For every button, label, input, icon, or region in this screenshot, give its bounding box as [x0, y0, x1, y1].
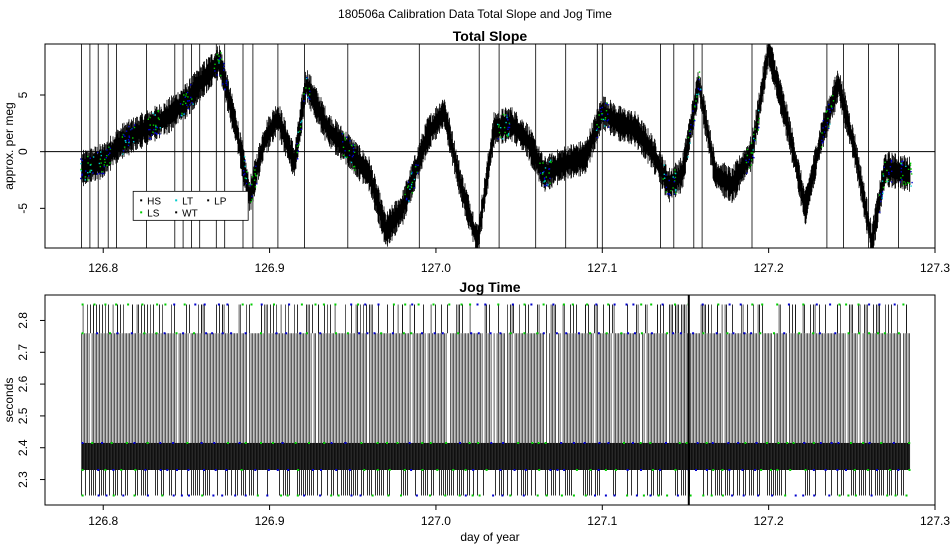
- x-tick-label: 127.1: [587, 514, 617, 528]
- y-tick-label: 2.4: [16, 439, 30, 456]
- y-tick-label: 0: [16, 148, 30, 155]
- y-tick-label: 2.7: [16, 344, 30, 361]
- y-tick-label: 2.8: [16, 312, 30, 329]
- x-tick-label: 127.1: [587, 261, 617, 275]
- x-axis-label: day of year: [460, 530, 519, 544]
- jog-low-spikes: [81, 470, 904, 496]
- figure-title: 180506a Calibration Data Total Slope and…: [338, 7, 612, 21]
- y-axis-label: approx. per meg: [2, 102, 16, 189]
- legend-box: [132, 190, 249, 221]
- jog-time-frame: [44, 294, 936, 506]
- x-tick-label: 127.2: [754, 514, 784, 528]
- x-tick-label: 126.9: [255, 514, 285, 528]
- x-tick-label: 127.0: [421, 514, 451, 528]
- legend-label: LS: [147, 208, 160, 219]
- total-slope-series: [81, 44, 911, 248]
- legend-marker: [207, 199, 210, 202]
- x-tick-label: 126.8: [88, 261, 118, 275]
- x-tick-label: 127.2: [754, 261, 784, 275]
- x-tick-label: 126.9: [255, 261, 285, 275]
- x-tick-label: 127.3: [920, 261, 950, 275]
- y-axis-label: seconds: [2, 378, 16, 423]
- legend-marker: [140, 199, 143, 202]
- y-tick-label: -5: [16, 203, 30, 214]
- x-tick-label: 127.0: [421, 261, 451, 275]
- x-tick-label: 127.3: [920, 514, 950, 528]
- y-tick-label: 5: [16, 91, 30, 98]
- legend-marker: [175, 211, 178, 214]
- legend-label: LP: [214, 196, 227, 207]
- legend-label: WT: [182, 208, 198, 219]
- y-tick-label: 2.6: [16, 375, 30, 392]
- jog-time-title: Jog Time: [459, 279, 520, 295]
- legend-marker: [175, 199, 178, 202]
- y-tick-label: 2.5: [16, 407, 30, 424]
- legend-label: HS: [147, 196, 161, 207]
- total-slope-title: Total Slope: [453, 28, 528, 44]
- x-tick-label: 126.8: [88, 514, 118, 528]
- legend-label: LT: [182, 196, 193, 207]
- total-slope-frame: [44, 43, 936, 249]
- y-tick-label: 2.3: [16, 471, 30, 488]
- jog-high-spikes: [90, 304, 907, 334]
- legend-marker: [140, 211, 143, 214]
- jog-time-series: [81, 304, 910, 470]
